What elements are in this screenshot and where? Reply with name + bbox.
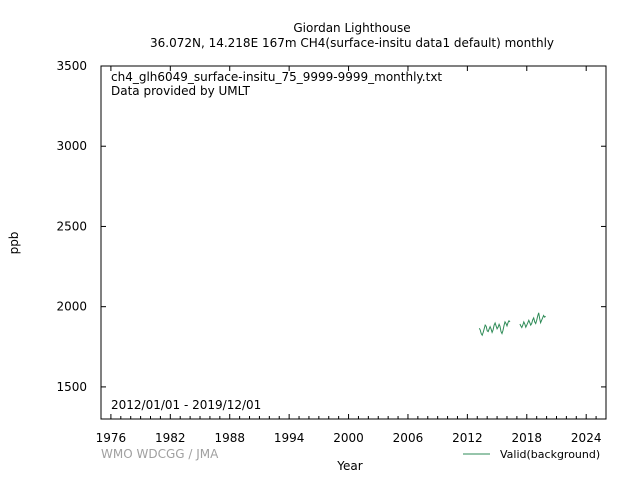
series-line	[519, 312, 546, 329]
credit-label: WMO WDCGG / JMA	[101, 447, 219, 461]
y-tick-label: 2500	[56, 219, 87, 233]
x-axis-ticks: 1976 1982 1988 1994 2000 2006 2012 2018 2024	[96, 66, 602, 445]
x-tick-label: 1976	[96, 431, 127, 445]
x-tick-label: 1988	[214, 431, 245, 445]
y-axis-ticks: 1500 2000 2500 3000 3500	[56, 59, 606, 394]
y-tick-label: 2000	[56, 300, 87, 314]
x-tick-label: 1982	[155, 431, 186, 445]
x-axis-label: Year	[336, 459, 362, 473]
x-tick-label: 2012	[452, 431, 483, 445]
plot-frame	[100, 65, 607, 420]
provider-label: Data provided by UMLT	[111, 84, 251, 98]
x-tick-label: 2000	[333, 431, 364, 445]
y-tick-label: 1500	[56, 380, 87, 394]
x-tick-label: 1994	[274, 431, 305, 445]
x-tick-label: 2018	[512, 431, 543, 445]
y-tick-label: 3000	[56, 139, 87, 153]
chart-subtitle: 36.072N, 14.218E 167m CH4(surface-insitu…	[150, 36, 554, 50]
date-range-label: 2012/01/01 - 2019/12/01	[111, 398, 261, 412]
x-tick-label: 2024	[571, 431, 602, 445]
y-axis-label: ppb	[7, 232, 21, 255]
file-label: ch4_glh6049_surface-insitu_75_9999-9999_…	[111, 70, 442, 84]
legend: Valid(background)	[463, 448, 600, 461]
legend-label: Valid(background)	[500, 448, 600, 461]
y-tick-label: 3500	[56, 59, 87, 73]
series-line	[478, 319, 511, 337]
x-tick-label: 2006	[393, 431, 424, 445]
chart-title: Giordan Lighthouse	[293, 21, 410, 35]
series-layer	[478, 312, 546, 337]
